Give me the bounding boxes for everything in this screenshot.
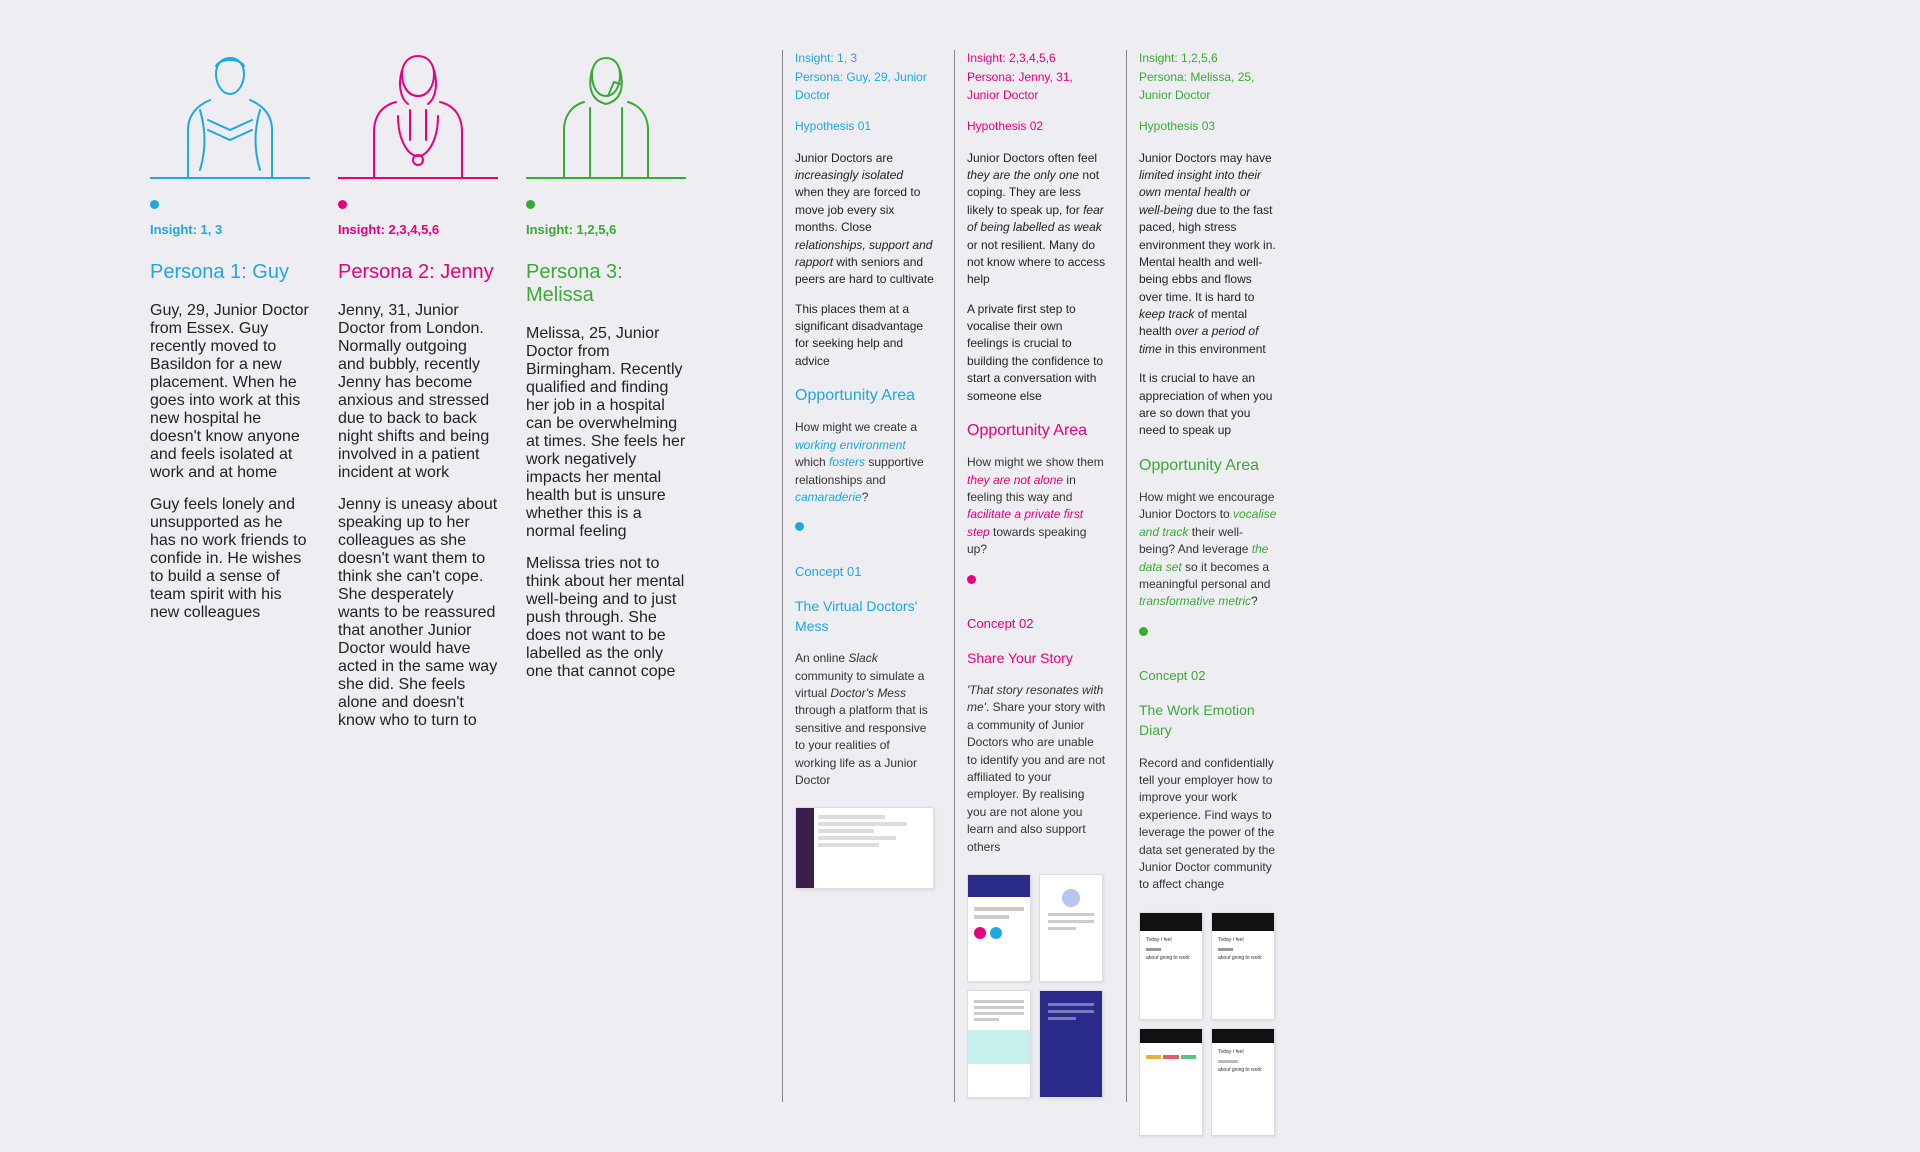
hypothesis-2: Insight: 2,3,4,5,6 Persona: Jenny, 31, J… [954,50,1126,1102]
hyp1-concept-body: An online Slack community to simulate a … [795,650,934,789]
hyp2-body-p2: A private first step to vocalise their o… [967,301,1106,405]
hyp2-body: Junior Doctors often feel they are the o… [967,150,1106,405]
persona-guy: Insight: 1, 3 Persona 1: Guy Guy, 29, Ju… [150,50,338,1102]
mockup-phone [1139,1028,1203,1136]
hyp1-opp-body: How might we create a working environmen… [795,419,934,506]
hyp2-concept-label: Concept 02 [967,615,1106,634]
hyp2-opp-title: Opportunity Area [967,419,1106,442]
hypotheses-section: Insight: 1, 3 Persona: Guy, 29, Junior D… [782,50,1298,1102]
hyp3-concept-body: Record and confidentially tell your empl… [1139,755,1278,894]
persona-guy-p1: Guy, 29, Junior Doctor from Essex. Guy r… [150,302,310,482]
persona-illustration-jenny [338,50,498,180]
persona-jenny: Insight: 2,3,4,5,6 Persona 2: Jenny Jenn… [338,50,526,1102]
persona-melissa-p1: Melissa, 25, Junior Doctor from Birmingh… [526,325,686,541]
persona-illustration-guy [150,50,310,180]
hypothesis-1: Insight: 1, 3 Persona: Guy, 29, Junior D… [782,50,954,1102]
canvas: Insight: 1, 3 Persona 1: Guy Guy, 29, Ju… [0,0,1920,1152]
hyp3-body-p1: Junior Doctors may have limited insight … [1139,150,1278,359]
hyp3-persona: Persona: Melissa, 25, Junior Doctor [1139,69,1278,104]
mockup-phone: Today I feelabout going to work [1139,912,1203,1020]
hyp3-concept-title: The Work Emotion Diary [1139,700,1278,741]
persona-jenny-p1: Jenny, 31, Junior Doctor from London. No… [338,302,498,482]
hyp2-body-p1: Junior Doctors often feel they are the o… [967,150,1106,289]
hyp1-label: Hypothesis 01 [795,118,934,135]
persona-body-melissa: Melissa, 25, Junior Doctor from Birmingh… [526,325,686,681]
hyp2-opp-body: How might we show them they are not alon… [967,454,1106,558]
persona-title-melissa: Persona 3: Melissa [526,261,686,307]
insight-jenny: Insight: 2,3,4,5,6 [338,222,498,237]
hyp3-concept-label: Concept 02 [1139,667,1278,686]
insight-melissa: Insight: 1,2,5,6 [526,222,686,237]
mockup-slack [795,807,934,889]
persona-body-jenny: Jenny, 31, Junior Doctor from London. No… [338,302,498,730]
persona-jenny-p2: Jenny is uneasy about speaking up to her… [338,496,498,730]
personas-section: Insight: 1, 3 Persona 1: Guy Guy, 29, Ju… [150,50,714,1102]
insight-guy: Insight: 1, 3 [150,222,310,237]
mockup-phone [967,874,1031,982]
persona-melissa-p2: Melissa tries not to think about her men… [526,555,686,681]
persona-illustration-melissa [526,50,686,180]
dot-guy [150,200,159,209]
persona-body-guy: Guy, 29, Junior Doctor from Essex. Guy r… [150,302,310,622]
hyp3-dot [1139,627,1148,636]
mockup-phone: Today I feelabout going to work [1211,1028,1275,1136]
hyp1-body-p1: Junior Doctors are increasingly isolated… [795,150,934,289]
hyp1-persona: Persona: Guy, 29, Junior Doctor [795,69,934,104]
hypothesis-3: Insight: 1,2,5,6 Persona: Melissa, 25, J… [1126,50,1298,1102]
hyp1-insight: Insight: 1, 3 [795,50,934,67]
hyp2-persona: Persona: Jenny, 31, Junior Doctor [967,69,1106,104]
persona-guy-p2: Guy feels lonely and unsupported as he h… [150,496,310,622]
mockup-phone: Today I feelabout going to work [1211,912,1275,1020]
hyp3-insight: Insight: 1,2,5,6 [1139,50,1278,67]
hyp2-concept-body: 'That story resonates with me'. Share yo… [967,682,1106,856]
hyp1-mockups [795,807,934,889]
hyp2-dot [967,575,976,584]
hyp1-concept-label: Concept 01 [795,563,934,582]
dot-melissa [526,200,535,209]
persona-title-jenny: Persona 2: Jenny [338,261,498,284]
mockup-phone [1039,990,1103,1098]
hyp3-opp-title: Opportunity Area [1139,454,1278,477]
mockup-phone [1039,874,1103,982]
hyp3-label: Hypothesis 03 [1139,118,1278,135]
hyp1-body-p2: This places them at a significant disadv… [795,301,934,371]
hyp1-body: Junior Doctors are increasingly isolated… [795,150,934,371]
hyp1-concept-title: The Virtual Doctors' Mess [795,596,934,637]
persona-melissa: Insight: 1,2,5,6 Persona 3: Melissa Meli… [526,50,714,1102]
hyp3-body-p2: It is crucial to have an appreciation of… [1139,370,1278,440]
hyp1-opp-title: Opportunity Area [795,384,934,407]
hyp2-concept-title: Share Your Story [967,648,1106,668]
hyp3-body: Junior Doctors may have limited insight … [1139,150,1278,440]
dot-jenny [338,200,347,209]
hyp2-mockups [967,874,1106,1098]
hyp3-opp-body: How might we encourage Junior Doctors to… [1139,489,1278,611]
hyp3-mockups: Today I feelabout going to work Today I … [1139,912,1278,1136]
persona-title-guy: Persona 1: Guy [150,261,310,284]
mockup-phone [967,990,1031,1098]
hyp2-label: Hypothesis 02 [967,118,1106,135]
hyp1-dot [795,522,804,531]
hyp2-insight: Insight: 2,3,4,5,6 [967,50,1106,67]
